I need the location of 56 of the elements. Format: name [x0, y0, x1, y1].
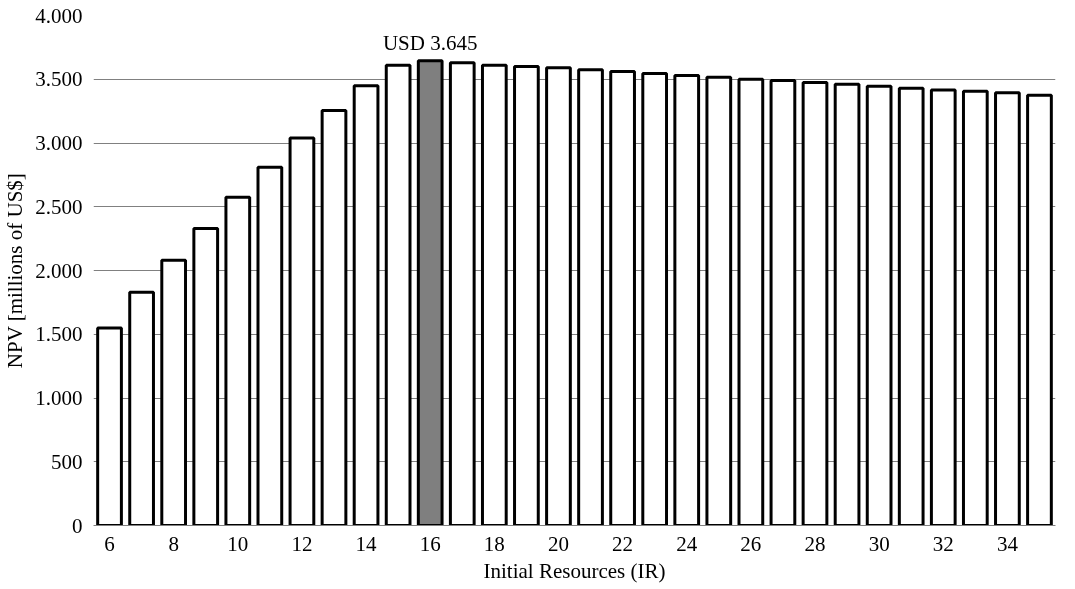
x-tick-label: 24: [676, 531, 698, 556]
x-tick-label: 8: [168, 531, 179, 556]
bar: [833, 82, 861, 526]
y-tick-label: 2.000: [35, 258, 83, 283]
y-axis-title: NPV [millions of US$]: [3, 173, 28, 369]
annotation: USD 3.645: [382, 30, 478, 55]
y-tick-label: 1.000: [35, 386, 83, 410]
bar: [577, 68, 604, 526]
x-tick-label: 16: [419, 531, 441, 556]
bar: [128, 290, 155, 526]
x-tick-label: 30: [868, 531, 890, 556]
bar: [769, 79, 797, 526]
bar: [929, 88, 957, 526]
x-axis-title: Initial Resources (IR): [483, 558, 666, 583]
y-tick-label: 0: [72, 513, 83, 538]
bar: [1026, 93, 1053, 526]
bar: [641, 72, 669, 526]
x-tick-label: 26: [740, 531, 762, 556]
bar: [865, 84, 893, 526]
bar: [288, 136, 316, 526]
y-tick-label: 4.000: [35, 3, 83, 28]
x-tick-label: 12: [291, 531, 313, 556]
y-tick-label: 3.500: [35, 67, 83, 92]
y-tick-label: 3.000: [35, 131, 83, 155]
x-tick-label: 34: [996, 531, 1019, 556]
bar: [994, 91, 1021, 526]
bar: [352, 84, 380, 526]
x-tick-label: 32: [932, 531, 954, 556]
x-tick-label: 28: [804, 531, 826, 556]
bar: [673, 73, 701, 526]
bar: [513, 65, 540, 526]
bar: [545, 66, 572, 526]
bar: [609, 70, 636, 526]
bar: [737, 77, 765, 526]
y-tick-label: 500: [51, 449, 83, 474]
bar: [705, 75, 733, 526]
bar: [96, 326, 123, 526]
bar: [320, 108, 348, 526]
x-tick-label: 14: [355, 531, 378, 556]
bar: [961, 89, 989, 526]
bar: [160, 258, 188, 526]
bar: [480, 63, 508, 526]
y-tick-label: 1.500: [35, 322, 83, 347]
x-tick-label: 20: [547, 531, 569, 556]
x-tick-label: 22: [612, 531, 634, 556]
x-tick-label: 10: [227, 531, 249, 556]
x-tick-label: 6: [104, 531, 115, 556]
bar: [256, 165, 284, 526]
bar: [224, 195, 252, 526]
x-tick-label: 18: [483, 531, 505, 556]
bar: [801, 80, 829, 526]
y-tick-label: 2.500: [35, 194, 83, 219]
bar: [192, 226, 220, 526]
bar: [897, 86, 925, 526]
bar: [448, 61, 476, 526]
bar: [384, 63, 412, 526]
